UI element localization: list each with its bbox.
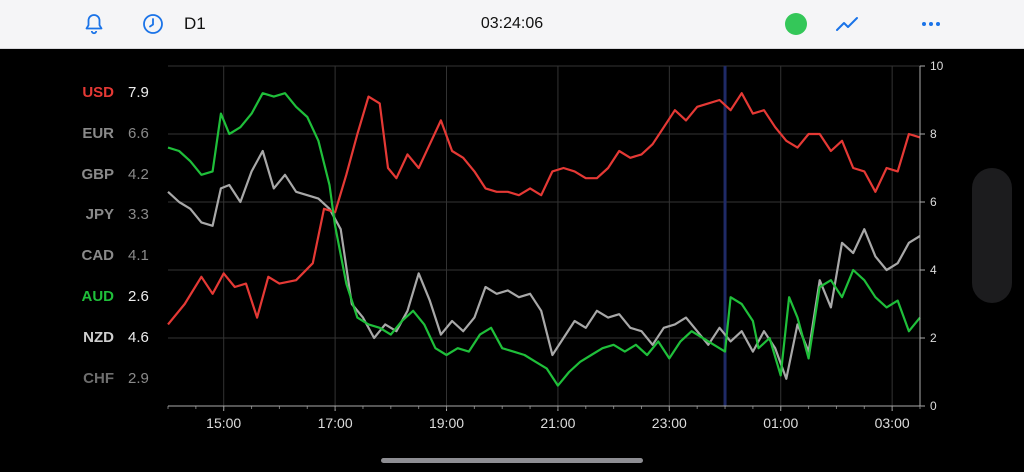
x-tick-label: 03:00: [875, 415, 910, 431]
legend-value: 3.3: [128, 206, 149, 224]
legend-value: 4.2: [128, 165, 149, 183]
clock-icon[interactable]: [141, 12, 165, 36]
x-tick-label: 19:00: [429, 415, 464, 431]
legend-value: 4.6: [128, 328, 149, 346]
legend-value: 4.1: [128, 247, 149, 265]
bell-icon[interactable]: [82, 12, 106, 36]
x-tick-label: 21:00: [540, 415, 575, 431]
legend-currency: CAD: [81, 247, 115, 265]
x-tick-label: 23:00: [652, 415, 687, 431]
legend-row-nzd[interactable]: NZD 4.6: [0, 329, 165, 349]
y-tick-label: 6: [930, 195, 937, 209]
y-tick-label: 4: [930, 263, 937, 277]
currency-strength-chart: 0 2 4 6 8 10 15:00 17:00 19:00 21:00 23:00 01:00 03:…: [167, 59, 944, 431]
legend-currency: CHF: [83, 369, 114, 387]
y-tick-label: 10: [930, 59, 944, 73]
home-indicator[interactable]: [381, 458, 643, 463]
y-tick-label: 0: [930, 399, 937, 413]
series-line-nzd: [167, 149, 921, 380]
legend-currency: AUD: [81, 288, 115, 305]
legend-currency: JPY: [85, 206, 114, 224]
x-tick-label: 01:00: [763, 415, 798, 431]
legend-value: 7.9: [128, 84, 149, 101]
legend-value: 6.6: [128, 124, 149, 142]
top-toolbar: D1 03:24:06: [0, 0, 1024, 49]
side-panel-handle[interactable]: [972, 168, 1012, 303]
legend-row-cad[interactable]: CAD 4.1: [0, 247, 165, 267]
legend-row-eur[interactable]: EUR 6.6: [0, 125, 165, 145]
x-tick-label: 15:00: [206, 415, 241, 431]
legend-value: 2.9: [128, 369, 149, 387]
y-tick-label: 8: [930, 127, 937, 141]
series-line-aud: [167, 92, 921, 387]
legend-currency: USD: [82, 84, 114, 101]
legend-currency: EUR: [82, 124, 114, 142]
series-line-usd: [167, 92, 921, 326]
chart-line-icon[interactable]: [835, 12, 859, 36]
timeframe-selector[interactable]: D1: [184, 14, 206, 33]
legend-row-usd[interactable]: USD 7.9: [0, 84, 165, 104]
legend-row-gbp[interactable]: GBP 4.2: [0, 166, 165, 186]
legend-row-chf[interactable]: CHF 2.9: [0, 370, 165, 390]
chart-series: [167, 92, 921, 387]
chart-axes: 0 2 4 6 8 10 15:00 17:00 19:00 21:00 23:00 01:00 03:…: [167, 59, 944, 431]
legend-row-aud[interactable]: AUD 2.6: [0, 288, 165, 308]
x-tick-label: 17:00: [318, 415, 353, 431]
y-tick-label: 2: [930, 331, 937, 345]
legend-currency: GBP: [81, 165, 114, 183]
legend-currency: NZD: [83, 328, 114, 346]
legend-row-jpy[interactable]: JPY 3.3: [0, 206, 165, 226]
legend-value: 2.6: [128, 288, 149, 305]
status-dot: [785, 13, 807, 35]
more-icon[interactable]: [919, 12, 943, 36]
